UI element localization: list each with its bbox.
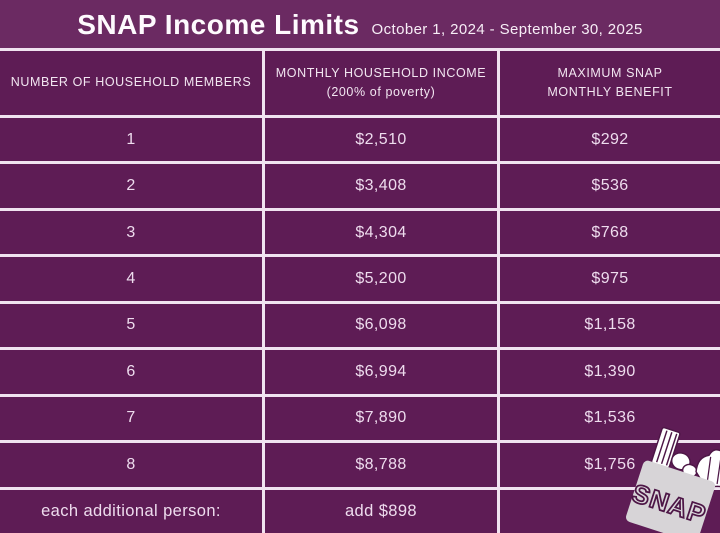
income-limits-table: NUMBER OF HOUSEHOLD MEMBERS MONTHLY HOUS… <box>0 48 720 533</box>
members-cell-additional-person: each additional person: <box>0 486 265 533</box>
members-cell-row-6: 6 <box>0 347 265 394</box>
benefit-cell-row-7: $1,536 <box>500 393 720 441</box>
header-line: MAXIMUM SNAP <box>557 65 663 80</box>
income-cell-row-1: $2,510 <box>265 115 500 162</box>
benefit-cell-row-4: $975 <box>500 254 720 301</box>
date-range: October 1, 2024 - September 30, 2025 <box>371 21 643 38</box>
column-header-max-benefit: MAXIMUM SNAP MONTHLY BENEFIT <box>500 48 720 115</box>
page-title: SNAP Income Limits <box>77 9 360 40</box>
members-cell-row-8: 8 <box>0 440 265 487</box>
column-header-monthly-income: MONTHLY HOUSEHOLD INCOME (200% of povert… <box>265 48 500 115</box>
title-bar: SNAP Income Limits October 1, 2024 - Sep… <box>0 0 720 48</box>
benefit-cell-row-5: $1,158 <box>500 300 720 348</box>
header-line: NUMBER OF HOUSEHOLD MEMBERS <box>10 75 252 90</box>
income-cell-row-5: $6,098 <box>265 300 500 348</box>
column-header-household-members: NUMBER OF HOUSEHOLD MEMBERS <box>0 48 265 115</box>
income-cell-additional-person: add $898 <box>265 486 500 533</box>
members-cell-row-7: 7 <box>0 393 265 441</box>
income-cell-row-8: $8,788 <box>265 440 500 487</box>
benefit-cell-row-6: $1,390 <box>500 347 720 394</box>
benefit-cell-row-3: $768 <box>500 207 720 255</box>
income-cell-row-4: $5,200 <box>265 254 500 301</box>
members-cell-row-5: 5 <box>0 300 265 348</box>
benefit-cell-row-1: $292 <box>500 115 720 162</box>
benefit-cell-row-2: $536 <box>500 161 720 208</box>
income-cell-row-6: $6,994 <box>265 347 500 394</box>
income-cell-row-3: $4,304 <box>265 207 500 255</box>
members-cell-row-2: 2 <box>0 161 265 208</box>
income-cell-row-2: $3,408 <box>265 161 500 208</box>
header-line: (200% of poverty) <box>326 85 436 99</box>
grocery-bag-icon <box>626 460 716 533</box>
members-cell-row-1: 1 <box>0 115 265 162</box>
members-cell-row-4: 4 <box>0 254 265 301</box>
members-cell-row-3: 3 <box>0 207 265 255</box>
snap-logo: SNAP <box>626 426 720 533</box>
income-cell-row-7: $7,890 <box>265 393 500 441</box>
header-line: MONTHLY BENEFIT <box>547 85 673 99</box>
header-line: MONTHLY HOUSEHOLD INCOME <box>275 65 487 80</box>
